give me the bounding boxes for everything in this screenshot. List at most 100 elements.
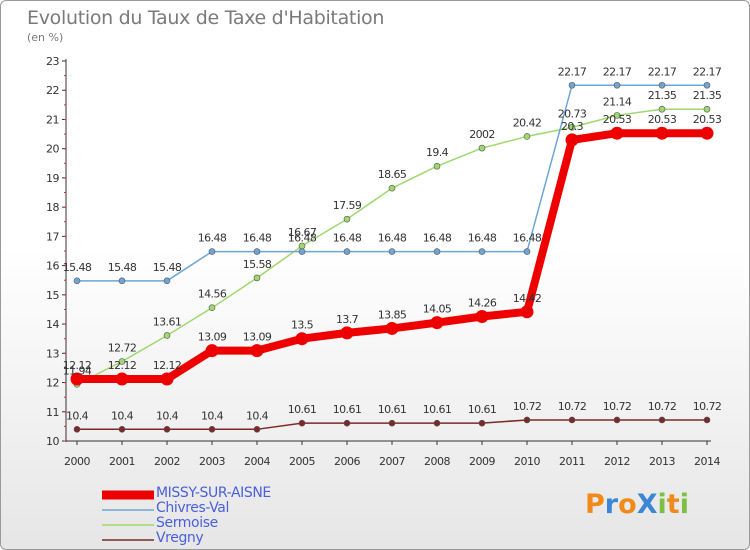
point-sermoise-2013 xyxy=(658,105,666,113)
point-chivres-val-2008 xyxy=(433,248,441,255)
point-vregny-2005 xyxy=(298,419,306,427)
data-label-sermoise-2009: 2002 xyxy=(469,128,495,141)
point-missy-sur-aisne-2009 xyxy=(475,309,489,323)
data-label-vregny-2001: 10.4 xyxy=(111,409,134,422)
data-label-sermoise-2014: 21.35 xyxy=(693,89,722,102)
point-chivres-val-2001 xyxy=(118,277,126,285)
data-label-vregny-2013: 10.72 xyxy=(648,400,677,413)
point-vregny-2007 xyxy=(388,419,396,427)
point-chivres-val-2004 xyxy=(253,248,261,255)
data-label-chivres-val-2012: 22.17 xyxy=(603,65,632,78)
point-vregny-2001 xyxy=(118,426,126,433)
series-line-sermoise xyxy=(76,108,707,385)
point-vregny-2009 xyxy=(478,419,486,427)
x-tick-label-2004: 2004 xyxy=(244,455,270,468)
data-label-sermoise-2001: 12.72 xyxy=(108,341,137,354)
data-label-vregny-2002: 10.4 xyxy=(156,409,179,422)
point-missy-sur-aisne-2014 xyxy=(700,126,714,140)
point-vregny-2012 xyxy=(613,416,621,424)
point-chivres-val-2002 xyxy=(163,277,171,285)
point-vregny-2013 xyxy=(658,416,666,424)
data-label-sermoise-2003: 14.56 xyxy=(198,288,227,301)
point-missy-sur-aisne-2008 xyxy=(430,316,444,330)
data-label-missy-sur-aisne-2009: 14.26 xyxy=(468,296,497,309)
point-sermoise-2011 xyxy=(568,124,576,131)
data-label-sermoise-2012: 21.14 xyxy=(603,95,632,108)
y-tick-label-14: 14 xyxy=(46,318,59,331)
point-missy-sur-aisne-2000 xyxy=(70,372,84,386)
legend-swatch-vregny xyxy=(102,539,154,541)
y-tick-label-17: 17 xyxy=(46,230,59,243)
data-label-sermoise-2007: 18.65 xyxy=(378,168,407,181)
point-vregny-2000 xyxy=(73,426,81,433)
y-tick-label-16: 16 xyxy=(46,260,59,273)
point-missy-sur-aisne-2007 xyxy=(385,321,399,335)
x-tick-label-2013: 2013 xyxy=(649,455,675,468)
data-label-sermoise-2000: 11.94 xyxy=(63,364,92,377)
data-label-sermoise-2002: 13.61 xyxy=(153,315,182,328)
data-label-vregny-2010: 10.72 xyxy=(513,400,542,413)
data-label-sermoise-2013: 21.35 xyxy=(648,89,677,102)
data-label-chivres-val-2006: 16.48 xyxy=(333,232,362,245)
logo-letter: o xyxy=(618,489,637,520)
data-label-missy-sur-aisne-2014: 20.53 xyxy=(693,113,722,126)
data-label-vregny-2000: 10.4 xyxy=(66,409,89,422)
data-label-vregny-2012: 10.72 xyxy=(603,400,632,413)
point-chivres-val-2012 xyxy=(613,81,621,89)
data-label-sermoise-2008: 19.4 xyxy=(426,146,449,159)
legend-swatch-chivres-val xyxy=(102,509,154,511)
data-label-sermoise-2011: 20.73 xyxy=(558,107,587,120)
legend-swatch-missy xyxy=(102,490,154,500)
data-label-vregny-2005: 10.61 xyxy=(288,403,317,416)
x-tick-label-2012: 2012 xyxy=(604,455,630,468)
point-chivres-val-2007 xyxy=(388,248,396,255)
point-vregny-2003 xyxy=(208,426,216,433)
y-tick-label-13: 13 xyxy=(46,347,59,360)
point-missy-sur-aisne-2012 xyxy=(610,126,624,140)
y-tick-label-19: 19 xyxy=(46,172,59,185)
data-label-vregny-2011: 10.72 xyxy=(558,400,587,413)
data-label-missy-sur-aisne-2004: 13.09 xyxy=(243,331,272,344)
point-chivres-val-2009 xyxy=(478,248,486,255)
data-label-vregny-2008: 10.61 xyxy=(423,403,452,416)
data-label-sermoise-2004: 15.58 xyxy=(243,258,272,271)
x-tick-label-2006: 2006 xyxy=(334,455,360,468)
point-chivres-val-2006 xyxy=(343,248,351,255)
y-tick-label-10: 10 xyxy=(46,435,59,448)
point-vregny-2010 xyxy=(523,416,531,424)
point-missy-sur-aisne-2001 xyxy=(115,372,129,386)
data-label-chivres-val-2011: 22.17 xyxy=(558,65,587,78)
data-label-vregny-2006: 10.61 xyxy=(333,403,362,416)
logo-letter: t xyxy=(666,489,680,520)
point-vregny-2002 xyxy=(163,426,171,433)
point-chivres-val-2013 xyxy=(658,81,666,89)
data-label-chivres-val-2013: 22.17 xyxy=(648,65,677,78)
point-chivres-val-2000 xyxy=(73,277,81,285)
point-sermoise-2012 xyxy=(613,112,621,119)
data-label-chivres-val-2004: 16.48 xyxy=(243,232,272,245)
point-chivres-val-2014 xyxy=(703,81,711,89)
point-sermoise-2007 xyxy=(388,184,396,192)
point-missy-sur-aisne-2013 xyxy=(655,126,669,140)
point-sermoise-2008 xyxy=(433,162,441,170)
y-tick-label-22: 22 xyxy=(46,84,59,97)
data-label-missy-sur-aisne-2012: 20.53 xyxy=(603,113,632,126)
logo-letter: r xyxy=(604,489,619,520)
y-tick-label-12: 12 xyxy=(46,377,59,390)
point-chivres-val-2010 xyxy=(523,248,531,255)
y-tick-label-15: 15 xyxy=(46,289,59,302)
logo-letter: X xyxy=(636,489,658,520)
point-vregny-2014 xyxy=(703,416,711,424)
point-vregny-2011 xyxy=(568,416,576,424)
data-label-missy-sur-aisne-2011: 20.3 xyxy=(561,120,584,133)
point-missy-sur-aisne-2004 xyxy=(250,344,264,358)
x-tick-label-2009: 2009 xyxy=(469,455,495,468)
x-tick-label-2007: 2007 xyxy=(379,455,405,468)
logo-letter: P xyxy=(585,489,605,520)
point-vregny-2004 xyxy=(253,426,261,433)
data-label-chivres-val-2002: 15.48 xyxy=(153,261,182,274)
data-label-chivres-val-2000: 15.48 xyxy=(63,261,92,274)
data-label-missy-sur-aisne-2008: 14.05 xyxy=(423,303,452,316)
legend-label-vregny: Vregny xyxy=(156,530,204,546)
